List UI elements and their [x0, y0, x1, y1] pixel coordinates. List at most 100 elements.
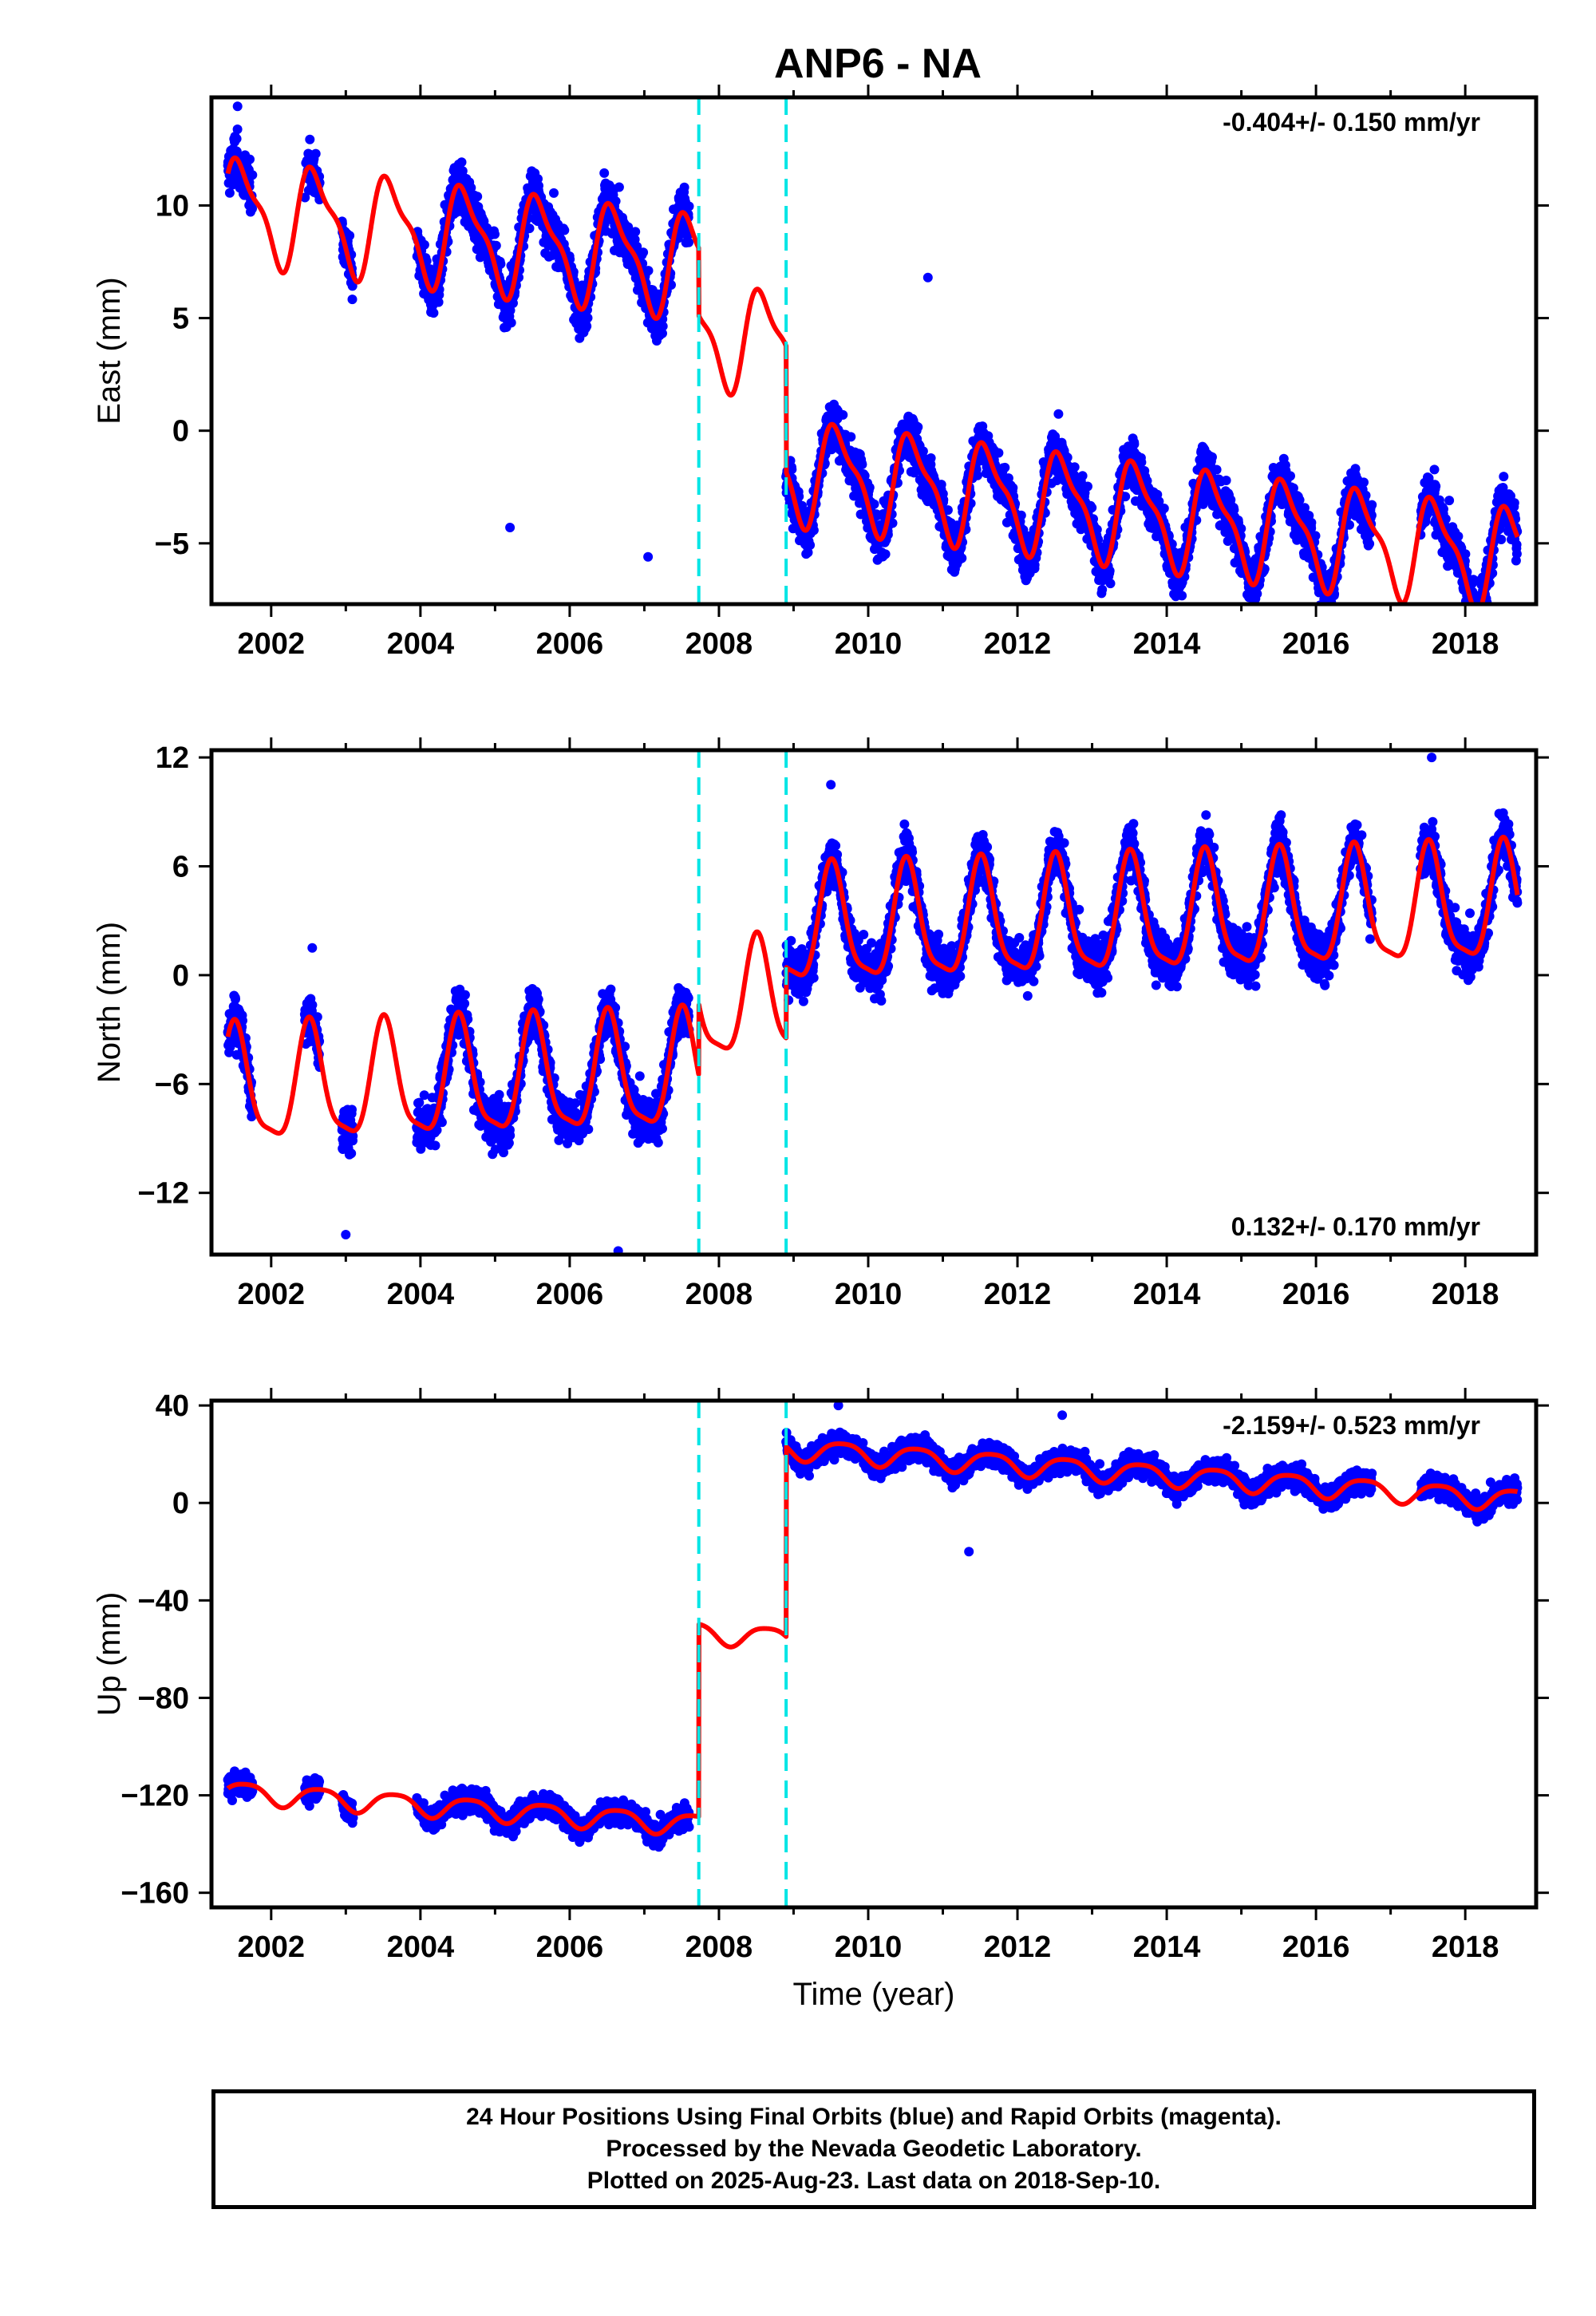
figure-title: ANP6 - NA	[773, 41, 982, 87]
data-point	[1477, 614, 1487, 623]
data-point	[1470, 611, 1479, 620]
data-point	[533, 174, 543, 184]
data-point	[232, 101, 243, 112]
data-point	[684, 201, 694, 211]
y-tick-label: 0	[172, 415, 189, 449]
data-point	[1471, 608, 1480, 618]
data-point	[643, 266, 654, 276]
data-point	[245, 154, 255, 164]
data-point	[1365, 539, 1375, 549]
data-point	[838, 409, 848, 420]
data-point	[1472, 612, 1482, 622]
data-point	[805, 540, 816, 550]
data-point	[433, 297, 444, 307]
data-point	[1325, 606, 1334, 615]
data-point	[614, 182, 624, 192]
data-point	[643, 551, 654, 562]
data-point	[1008, 483, 1018, 493]
data-point	[1077, 471, 1088, 481]
data-point	[1477, 607, 1487, 617]
data-point	[460, 990, 470, 1000]
data-point	[638, 247, 649, 258]
panel-1: 2002 2004 2006 2008 2010 2012 2014 2016 2018−12−…	[92, 737, 1549, 1311]
data-point	[491, 240, 501, 251]
data-point	[232, 124, 243, 134]
panel-0: 2002 2004 2006 2008 2010 2012 2014 2016 2018−505…	[92, 85, 1549, 661]
data-point	[224, 188, 235, 198]
data-point	[506, 318, 516, 328]
data-point	[1221, 476, 1231, 485]
data-point	[973, 470, 982, 480]
data-point	[1306, 517, 1317, 528]
data-point	[549, 188, 559, 198]
data-point	[1000, 462, 1010, 472]
data-point	[307, 1000, 318, 1010]
data-point	[1509, 498, 1519, 508]
data-point	[1475, 615, 1484, 625]
data-point	[1473, 607, 1483, 616]
data-point	[496, 259, 506, 269]
y-tick-label: 5	[172, 302, 189, 336]
x-tick-label: 2012	[984, 627, 1052, 661]
data-point	[505, 523, 516, 532]
data-point	[610, 245, 619, 255]
data-point	[429, 308, 439, 318]
data-point	[466, 183, 476, 193]
data-point	[419, 239, 429, 250]
data-point	[1439, 504, 1448, 514]
data-point	[994, 448, 1004, 458]
x-tick-label: 2010	[835, 627, 903, 661]
data-point	[1477, 611, 1487, 620]
data-point	[1136, 457, 1147, 468]
plots-canvas: 2002 2004 2006 2008 2010 2012 2014 2016 2018−505…	[92, 85, 1549, 2012]
data-point	[583, 313, 593, 323]
data-point	[1496, 535, 1507, 544]
data-point	[1467, 607, 1476, 617]
data-point	[1367, 500, 1377, 510]
data-point	[922, 272, 933, 283]
data-point	[457, 166, 468, 176]
data-point	[599, 168, 610, 178]
data-point	[630, 227, 641, 237]
panel-data	[223, 101, 1523, 625]
data-point	[1444, 496, 1455, 506]
data-point	[957, 553, 967, 563]
data-point	[1511, 539, 1522, 550]
data-point	[1453, 532, 1464, 541]
data-point	[1083, 481, 1092, 492]
x-tick-label: 2016	[1282, 627, 1350, 661]
data-point	[1470, 607, 1479, 616]
data-point	[1431, 481, 1441, 492]
data-point	[494, 1089, 504, 1100]
data-point	[310, 148, 321, 159]
data-point	[610, 196, 621, 207]
data-point	[1475, 611, 1484, 621]
data-point	[347, 294, 358, 305]
data-point	[658, 321, 668, 331]
data-point	[247, 170, 258, 180]
data-point	[632, 241, 642, 251]
data-point	[505, 306, 516, 315]
data-point	[857, 460, 867, 469]
data-point	[1472, 607, 1482, 616]
data-point	[1465, 609, 1475, 619]
x-tick-label: 2014	[1133, 627, 1201, 661]
data-point	[231, 994, 240, 1004]
data-point	[1467, 612, 1476, 622]
observation-points	[223, 753, 1523, 1255]
data-point	[534, 180, 543, 191]
data-point	[1499, 472, 1509, 482]
data-point	[846, 432, 856, 442]
data-point	[345, 231, 355, 241]
data-point	[1087, 503, 1097, 513]
y-axis-label: East (mm)	[92, 277, 127, 424]
data-point	[1476, 615, 1485, 624]
data-point	[1211, 464, 1222, 475]
x-tick-label: 2004	[387, 627, 455, 661]
observation-points	[223, 101, 1523, 625]
data-point	[1249, 613, 1258, 622]
data-point	[437, 1117, 447, 1128]
data-point	[1359, 477, 1369, 488]
data-point	[231, 133, 242, 144]
x-tick-label: 2002	[238, 627, 306, 661]
